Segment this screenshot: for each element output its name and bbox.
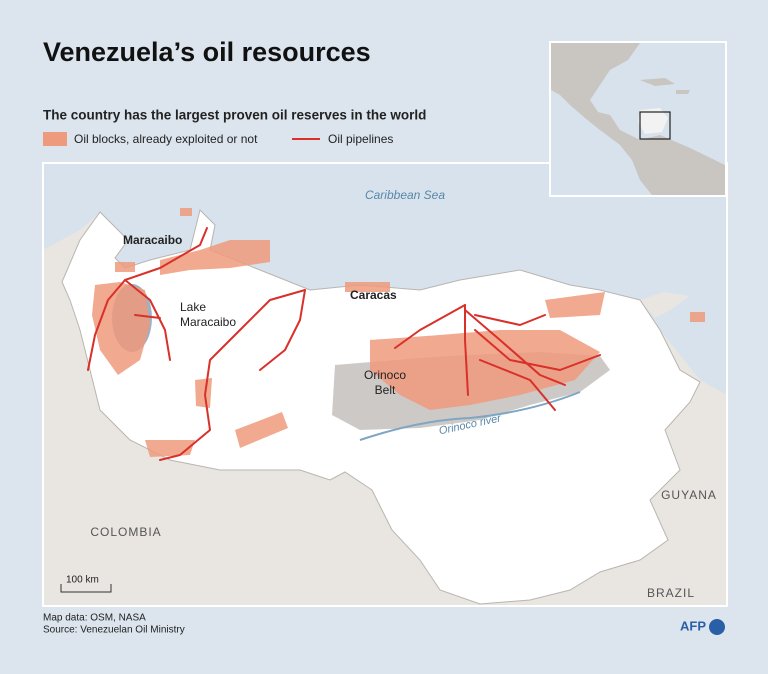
main-map: Caribbean Sea Maracaibo Lake Maracaibo C… [42, 162, 728, 607]
scale-bar [60, 584, 112, 593]
pipeline [474, 314, 546, 326]
map-frame [42, 162, 728, 607]
sea-label: Caribbean Sea [365, 188, 445, 202]
credit: Map data: OSM, NASA [43, 613, 146, 624]
pipeline [259, 289, 306, 371]
legend-label: Oil blocks, already exploited or not [74, 132, 258, 146]
legend-label: Oil pipelines [328, 132, 393, 146]
agency-logo: AFP [680, 618, 706, 633]
subtitle: The country has the largest proven oil r… [43, 108, 426, 123]
oil-block [235, 412, 288, 448]
agency-logo-dot [709, 619, 725, 635]
pipeline [464, 304, 469, 396]
title: Venezuela’s oil resources [43, 37, 371, 67]
sea [43, 163, 727, 395]
oil-block [115, 262, 135, 272]
oil-block [370, 330, 600, 410]
inset-map [549, 41, 727, 197]
pipeline [474, 329, 601, 371]
trinidad [640, 292, 690, 318]
oil-block [690, 312, 705, 322]
country-label: COLOMBIA [90, 525, 161, 539]
pipeline [479, 359, 556, 411]
lake-label: Maracaibo [180, 315, 236, 329]
pipeline [464, 309, 566, 386]
oil-block [180, 208, 192, 216]
country-label: BRAZIL [647, 586, 695, 600]
pipeline [124, 279, 171, 361]
country-label: GUYANA [661, 488, 717, 502]
region-label: Orinoco [364, 368, 406, 382]
pipeline [394, 304, 466, 349]
inset-venezuela [638, 108, 668, 134]
oil-block [545, 292, 605, 318]
scale-label: 100 km [66, 575, 99, 586]
oil-block [160, 240, 270, 275]
inset-land [551, 43, 725, 195]
oil-block [195, 378, 212, 408]
city-label: Maracaibo [123, 233, 182, 247]
pipeline [134, 314, 161, 319]
legend-swatch-blocks [43, 132, 67, 146]
region-label: Belt [375, 383, 396, 397]
oil-block [345, 282, 390, 292]
source: Source: Venezuelan Oil Ministry [43, 625, 185, 636]
inset-locator [639, 111, 671, 140]
pipeline [159, 289, 306, 461]
inset-caribbean-islands [640, 78, 690, 94]
lake-label: Lake [180, 300, 206, 314]
city-label: Caracas [350, 288, 397, 302]
